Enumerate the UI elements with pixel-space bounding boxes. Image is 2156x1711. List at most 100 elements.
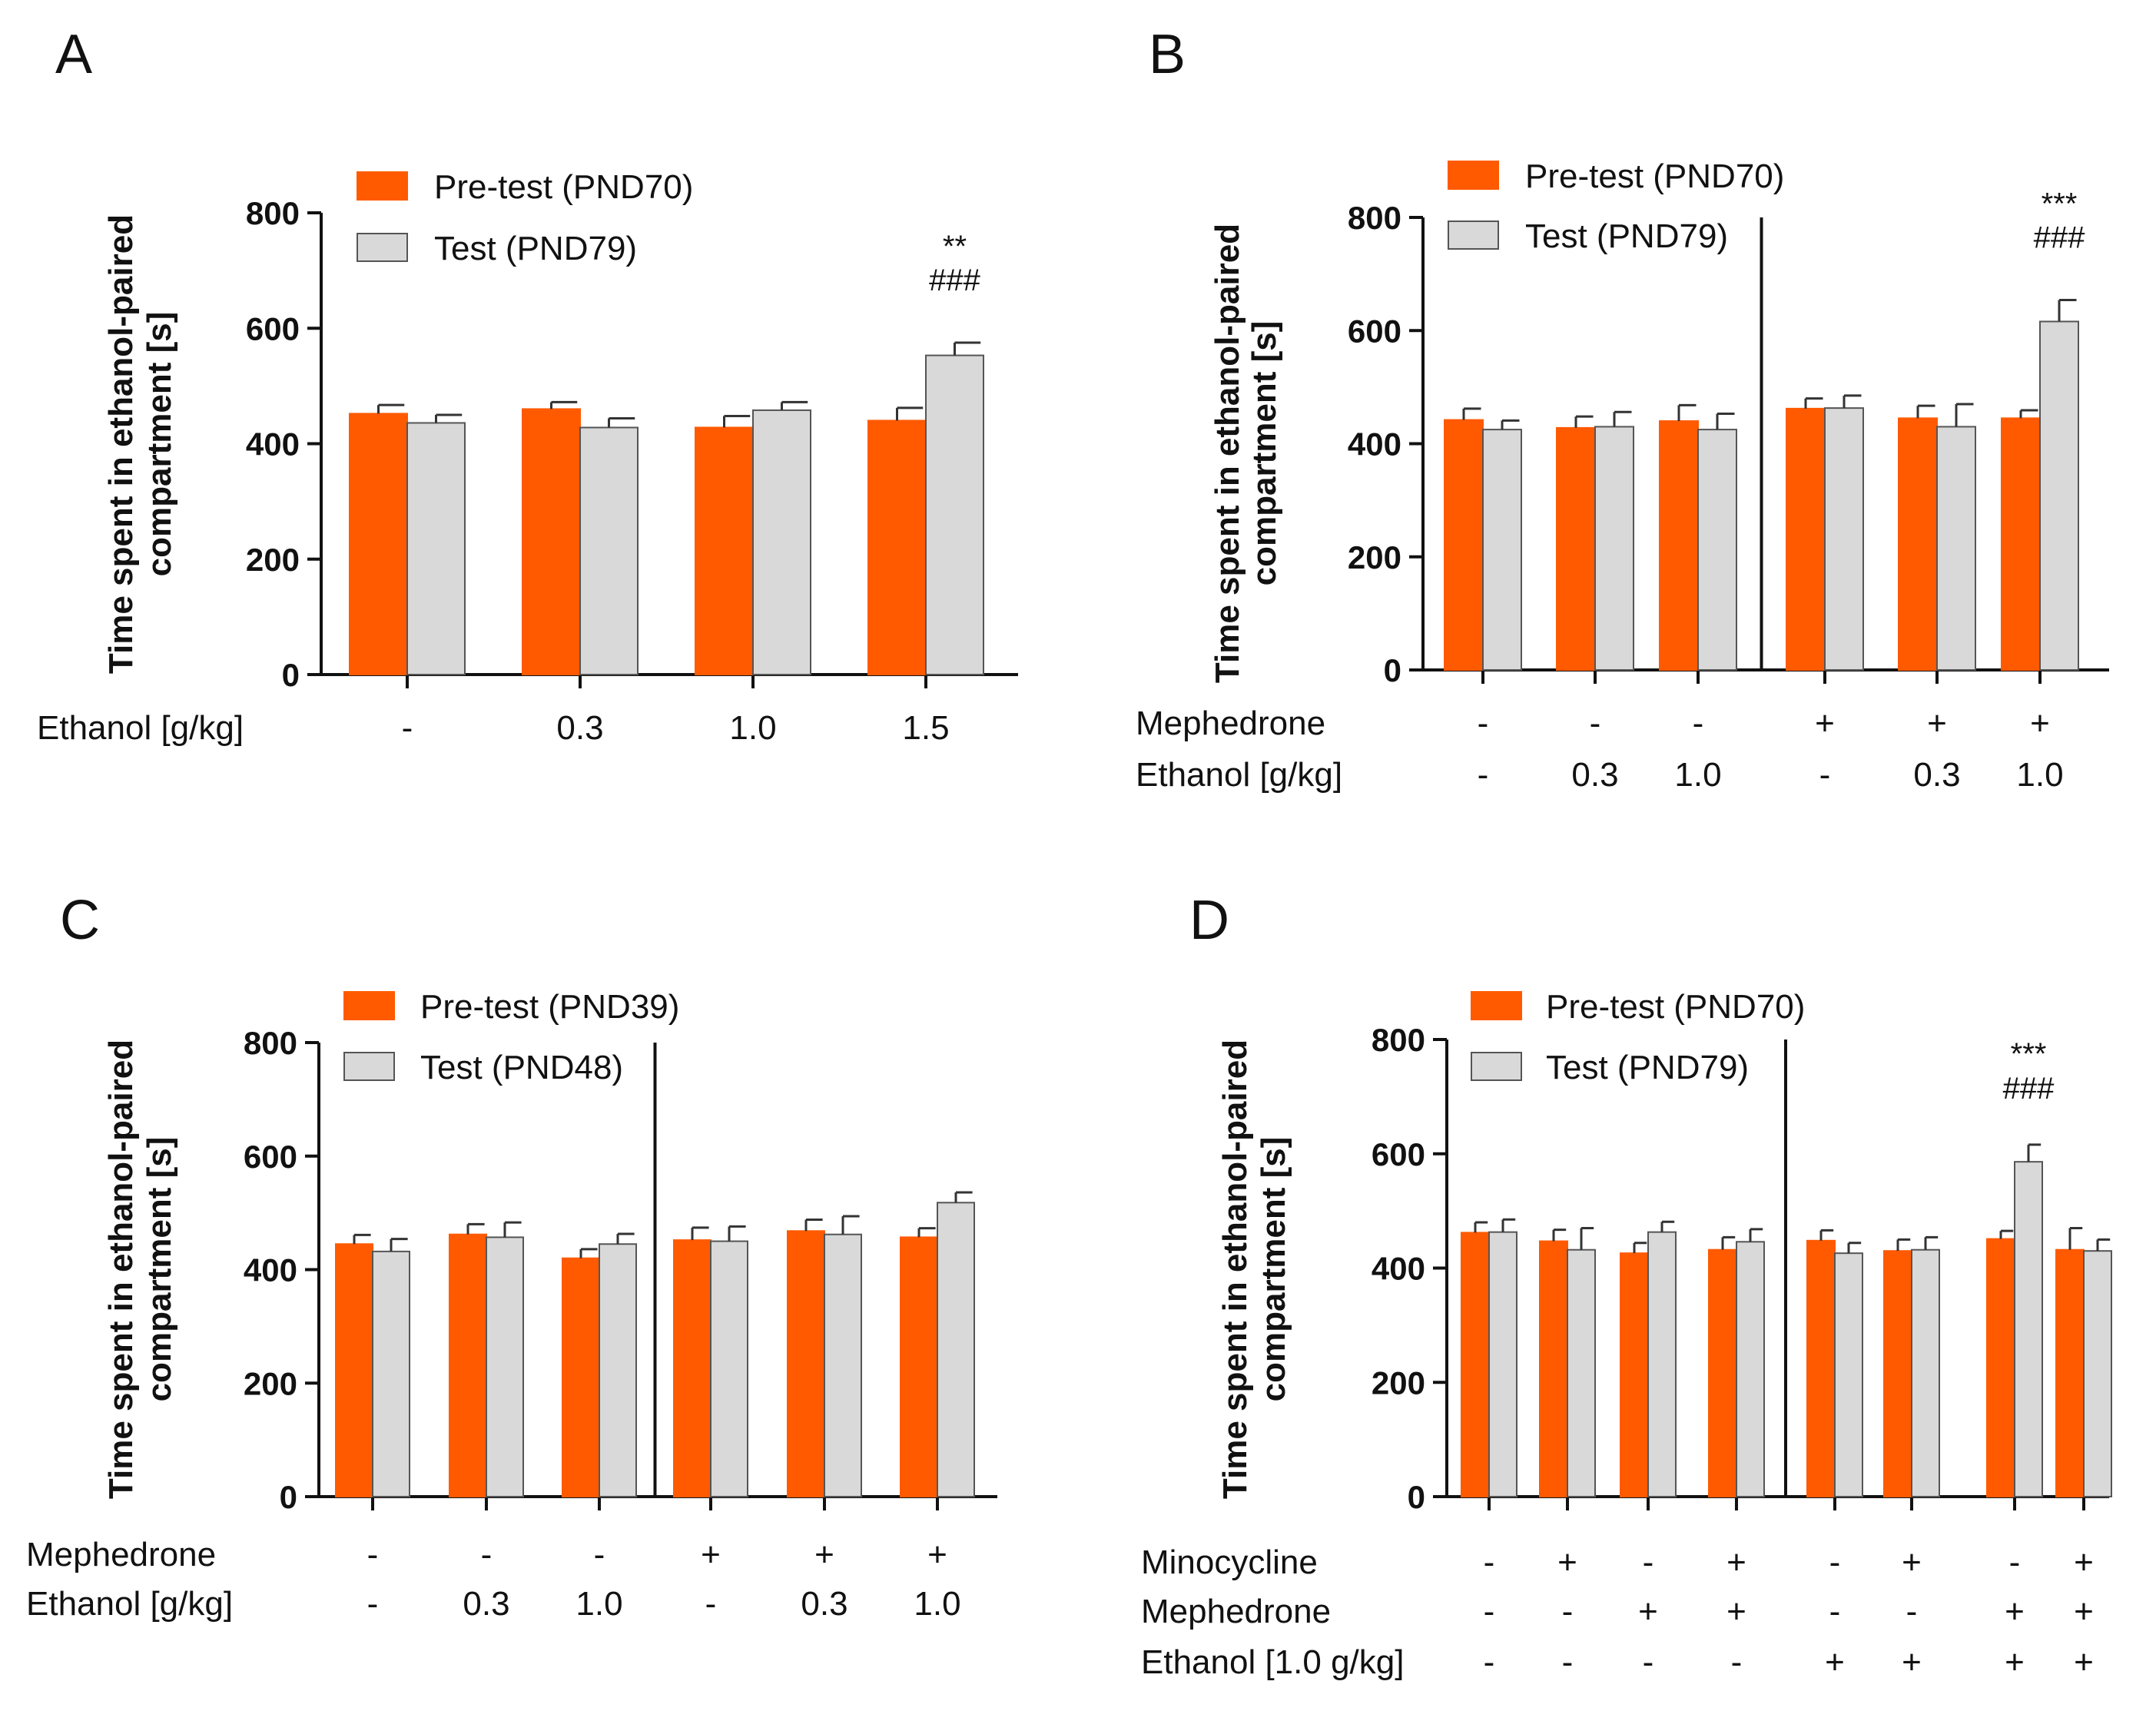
condition-value: 0.3 <box>556 709 603 747</box>
condition-value: 0.3 <box>1571 756 1618 794</box>
y-tick-label: 200 <box>244 1365 297 1401</box>
bar-test <box>937 1202 975 1497</box>
bar-pretest <box>2001 417 2041 671</box>
y-tick-label: 400 <box>1372 1251 1425 1287</box>
bar-test <box>1936 426 1976 671</box>
bar-pretest <box>1556 426 1596 671</box>
bar-pretest <box>349 413 408 675</box>
panel-d: D Time spent in ethanol-paired compartment… <box>1141 890 2112 1681</box>
factor-label: Ethanol [1.0 g/kg] <box>1141 1643 1404 1681</box>
bar-test <box>710 1240 748 1497</box>
condition-value: 0.3 <box>463 1585 509 1623</box>
bar-test <box>579 426 639 676</box>
condition-value: - <box>2009 1544 2021 1581</box>
y-tick-label: 600 <box>244 1139 297 1175</box>
condition-value: 1.0 <box>1674 756 1721 794</box>
condition-value: - <box>1643 1643 1654 1681</box>
y-tick-label: 200 <box>1372 1364 1425 1401</box>
condition-value: + <box>1825 1643 1845 1681</box>
legend-swatch <box>1471 991 1522 1020</box>
y-axis-label: compartment [s] <box>1246 321 1283 586</box>
bar-pretest <box>787 1230 825 1497</box>
bar-test <box>599 1243 637 1497</box>
bar-pretest <box>1986 1238 2015 1497</box>
y-tick-label: 200 <box>246 542 300 578</box>
y-tick-label: 400 <box>1348 426 1401 463</box>
legend-label: Test (PND79) <box>1546 1049 1749 1086</box>
condition-value: + <box>1557 1544 1577 1581</box>
condition-value: 1.0 <box>729 709 776 747</box>
y-tick-label: 600 <box>1348 313 1401 349</box>
condition-value: + <box>2005 1643 2025 1681</box>
factor-label: Ethanol [g/kg] <box>37 709 244 747</box>
y-axis-label: compartment [s] <box>141 1137 178 1402</box>
condition-value: 1.0 <box>575 1585 622 1623</box>
bar-pretest <box>1461 1232 1490 1497</box>
legend-swatch <box>1448 161 1499 190</box>
condition-value: + <box>1927 705 1947 742</box>
bar-test <box>2083 1250 2112 1497</box>
significance-marker: ** <box>943 230 967 264</box>
bar-pretest <box>867 419 927 675</box>
condition-value: + <box>2005 1593 2025 1630</box>
condition-value: - <box>1484 1593 1495 1630</box>
condition-value: + <box>2074 1544 2094 1581</box>
legend-swatch <box>1471 1052 1522 1081</box>
y-tick-label: 800 <box>1372 1022 1425 1058</box>
panel-letter: C <box>60 890 100 951</box>
bar-test <box>1824 407 1864 671</box>
legend-label: Test (PND79) <box>1525 217 1728 255</box>
bar-pretest <box>1708 1248 1737 1497</box>
y-axis-label: Time spent in ethanol-paired <box>1216 1040 1254 1499</box>
bar-pretest <box>1786 407 1826 671</box>
condition-value: - <box>1562 1643 1574 1681</box>
bar-pretest <box>2055 1248 2085 1497</box>
factor-label: Mephedrone <box>1141 1593 1331 1630</box>
condition-value: - <box>1478 756 1489 794</box>
bar-test <box>372 1250 410 1497</box>
y-axis-label: compartment [s] <box>1255 1137 1292 1402</box>
bar-pretest <box>1444 419 1484 671</box>
panel-letter: D <box>1189 890 1229 951</box>
condition-value: - <box>1829 1544 1841 1581</box>
condition-value: - <box>1731 1643 1743 1681</box>
bar-test <box>486 1236 524 1497</box>
bar-pretest <box>1806 1239 1836 1498</box>
condition-value: 1.0 <box>2016 756 2063 794</box>
condition-value: + <box>701 1536 721 1573</box>
y-tick-label: 600 <box>246 310 300 347</box>
y-tick-label: 0 <box>1408 1479 1425 1515</box>
condition-value: - <box>1643 1544 1654 1581</box>
condition-value: + <box>1815 705 1835 742</box>
legend-label: Test (PND48) <box>420 1049 623 1086</box>
condition-value: - <box>367 1585 379 1623</box>
legend-swatch <box>1448 221 1499 250</box>
legend-label: Pre-test (PND70) <box>1546 988 1805 1026</box>
legend-swatch <box>357 233 408 262</box>
bar-test <box>1697 429 1737 671</box>
condition-value: + <box>1638 1593 1658 1630</box>
bar-pretest <box>1539 1240 1568 1497</box>
bar-test <box>406 422 466 676</box>
bar-pretest <box>695 426 754 676</box>
bar-pretest <box>1659 420 1699 671</box>
panel-b: B Time spent in ethanol-paired compartment… <box>1136 24 2109 794</box>
condition-value: - <box>1906 1593 1918 1630</box>
condition-value: + <box>927 1536 947 1573</box>
y-axis-label: Time spent in ethanol-paired <box>102 1040 140 1499</box>
condition-value: 0.3 <box>1913 756 1960 794</box>
legend-swatch <box>343 1052 395 1081</box>
condition-value: + <box>814 1536 834 1573</box>
condition-value: - <box>1484 1544 1495 1581</box>
bar-test <box>1911 1248 1940 1497</box>
bar-pretest <box>900 1236 938 1497</box>
y-tick-label: 400 <box>246 426 300 463</box>
factor-label: Ethanol [g/kg] <box>1136 756 1342 794</box>
y-tick-label: 800 <box>244 1025 297 1061</box>
panel-a: A Time spent in ethanol-paired compartment… <box>37 24 1018 747</box>
bar-pretest <box>335 1243 373 1497</box>
y-tick-label: 800 <box>1348 200 1401 236</box>
bar-test <box>1482 429 1522 671</box>
bar-pretest <box>522 408 581 675</box>
bar-pretest <box>1620 1252 1649 1497</box>
